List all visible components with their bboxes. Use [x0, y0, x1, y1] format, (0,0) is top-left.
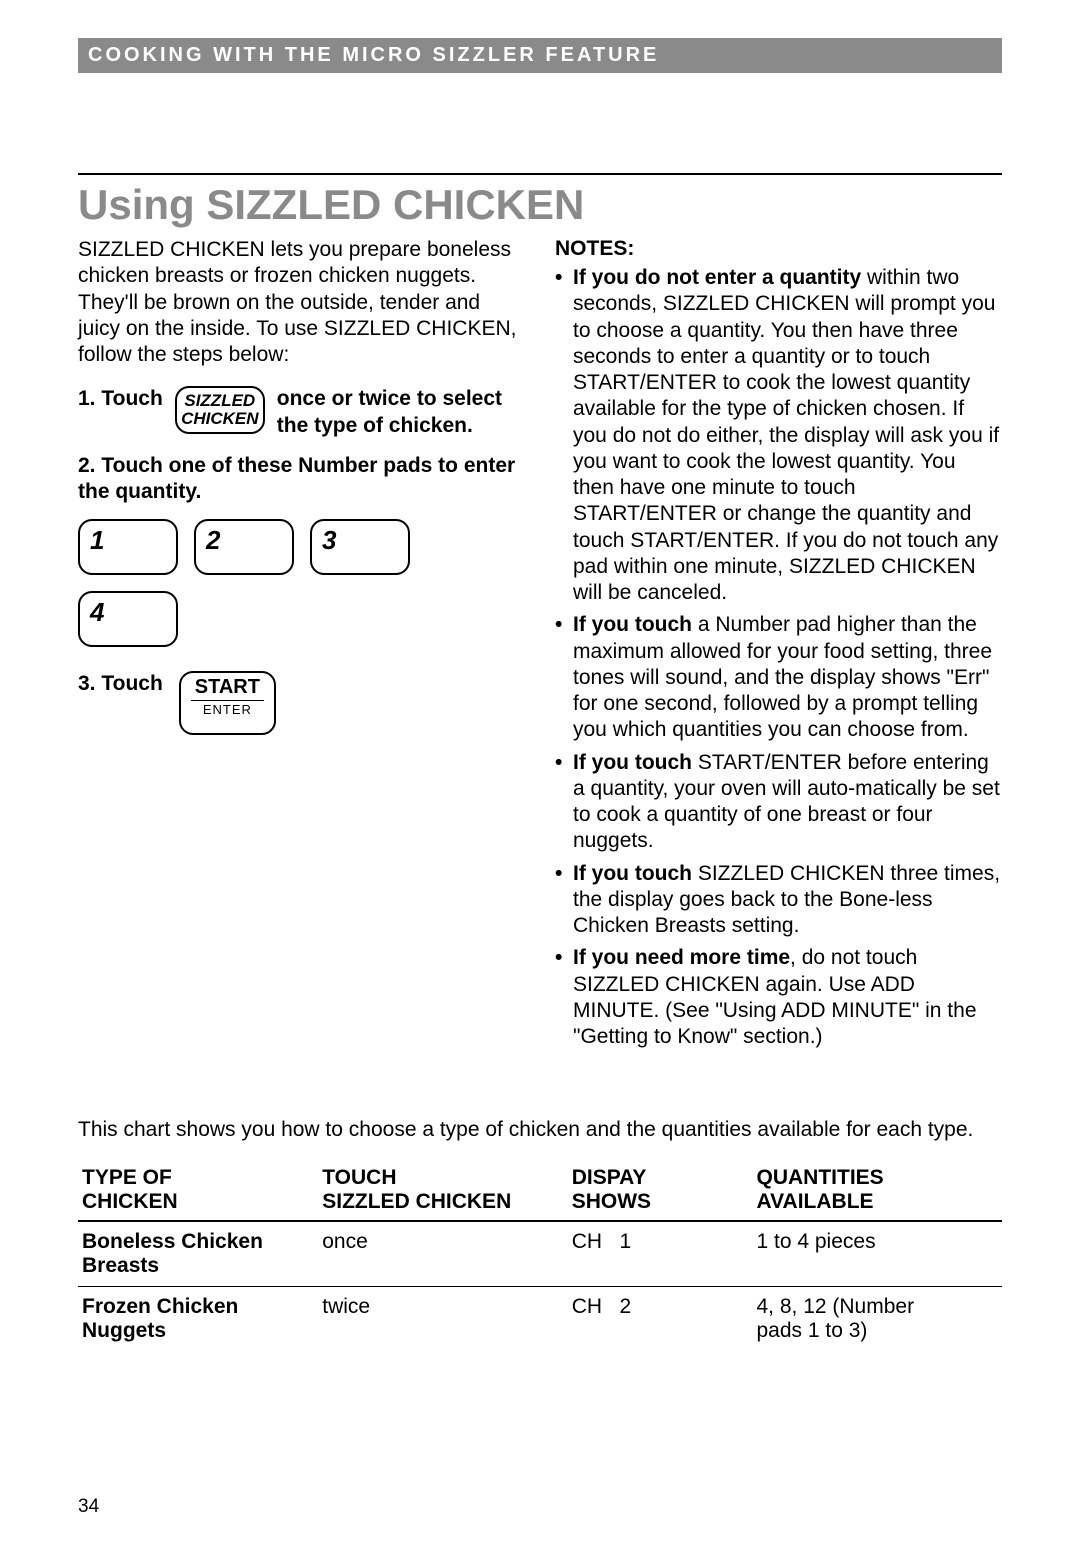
- left-column: SIZZLED CHICKEN lets you prepare boneles…: [78, 237, 525, 1056]
- table-header-row: TYPE OFCHICKEN TOUCHSIZZLED CHICKEN DISP…: [78, 1160, 1002, 1221]
- note-bold: If you touch: [573, 613, 692, 636]
- number-pad-3[interactable]: 3: [310, 519, 410, 575]
- cell-touch: twice: [318, 1286, 567, 1351]
- sizzled-btn-line2: CHICKEN: [181, 410, 258, 428]
- note-bold: If you touch: [573, 751, 692, 774]
- note-item: If you touch START/ENTER before entering…: [555, 750, 1002, 855]
- step-1: 1. Touch SIZZLED CHICKEN once or twice t…: [78, 386, 525, 439]
- col-header-quantities: QUANTITIESAVAILABLE: [753, 1160, 1003, 1221]
- table-row: Boneless ChickenBreasts once CH 1 1 to 4…: [78, 1221, 1002, 1287]
- number-pad-2[interactable]: 2: [194, 519, 294, 575]
- chicken-chart: TYPE OFCHICKEN TOUCHSIZZLED CHICKEN DISP…: [78, 1160, 1002, 1351]
- title-rule: [78, 173, 1002, 175]
- note-bold: If you do not enter a quantity: [573, 266, 861, 289]
- start-label: START: [191, 675, 264, 701]
- note-item: If you do not enter a quantity within tw…: [555, 265, 1002, 606]
- number-pad-1[interactable]: 1: [78, 519, 178, 575]
- col-header-touch: TOUCHSIZZLED CHICKEN: [318, 1160, 567, 1221]
- chart-intro: This chart shows you how to choose a typ…: [78, 1116, 1002, 1143]
- sizzled-chicken-button[interactable]: SIZZLED CHICKEN: [175, 386, 265, 434]
- cell-touch: once: [318, 1221, 567, 1287]
- note-bold: If you need more time: [573, 946, 790, 969]
- col-header-type: TYPE OFCHICKEN: [78, 1160, 318, 1221]
- note-item: If you touch SIZZLED CHICKEN three times…: [555, 861, 1002, 940]
- enter-label: ENTER: [203, 702, 252, 718]
- note-text: within two seconds, SIZZLED CHICKEN will…: [573, 266, 999, 604]
- step3-pre: 3. Touch: [78, 671, 163, 697]
- page-title: Using SIZZLED CHICKEN: [78, 181, 1002, 229]
- cell-display: CH 2: [568, 1286, 753, 1351]
- intro-text: SIZZLED CHICKEN lets you prepare boneles…: [78, 237, 525, 368]
- cell-type: Frozen ChickenNuggets: [78, 1286, 318, 1351]
- step1-post: once or twice to select the type of chic…: [277, 386, 525, 439]
- step-3: 3. Touch START ENTER: [78, 671, 525, 734]
- cell-display: CH 1: [568, 1221, 753, 1287]
- step1-pre: 1. Touch: [78, 386, 163, 412]
- note-item: If you touch a Number pad higher than th…: [555, 612, 1002, 743]
- cell-qty: 4, 8, 12 (Numberpads 1 to 3): [753, 1286, 1003, 1351]
- sizzled-btn-line1: SIZZLED: [184, 392, 255, 410]
- section-header: COOKING WITH THE MICRO SIZZLER FEATURE: [78, 38, 1002, 73]
- table-row: Frozen ChickenNuggets twice CH 2 4, 8, 1…: [78, 1286, 1002, 1351]
- page-number: 34: [78, 1496, 99, 1518]
- number-pad-4[interactable]: 4: [78, 591, 178, 647]
- cell-qty: 1 to 4 pieces: [753, 1221, 1003, 1287]
- number-pad-grid: 1 2 3 4: [78, 519, 438, 647]
- notes-heading: NOTES:: [555, 237, 1002, 261]
- step-2: 2. Touch one of these Number pads to ent…: [78, 453, 525, 506]
- start-enter-button[interactable]: START ENTER: [179, 671, 276, 734]
- note-bold: If you touch: [573, 862, 692, 885]
- content-columns: SIZZLED CHICKEN lets you prepare boneles…: [78, 237, 1002, 1056]
- note-item: If you need more time, do not touch SIZZ…: [555, 945, 1002, 1050]
- right-column: NOTES: If you do not enter a quantity wi…: [555, 237, 1002, 1056]
- cell-type: Boneless ChickenBreasts: [78, 1221, 318, 1287]
- notes-list: If you do not enter a quantity within tw…: [555, 265, 1002, 1050]
- col-header-display: DISPAYSHOWS: [568, 1160, 753, 1221]
